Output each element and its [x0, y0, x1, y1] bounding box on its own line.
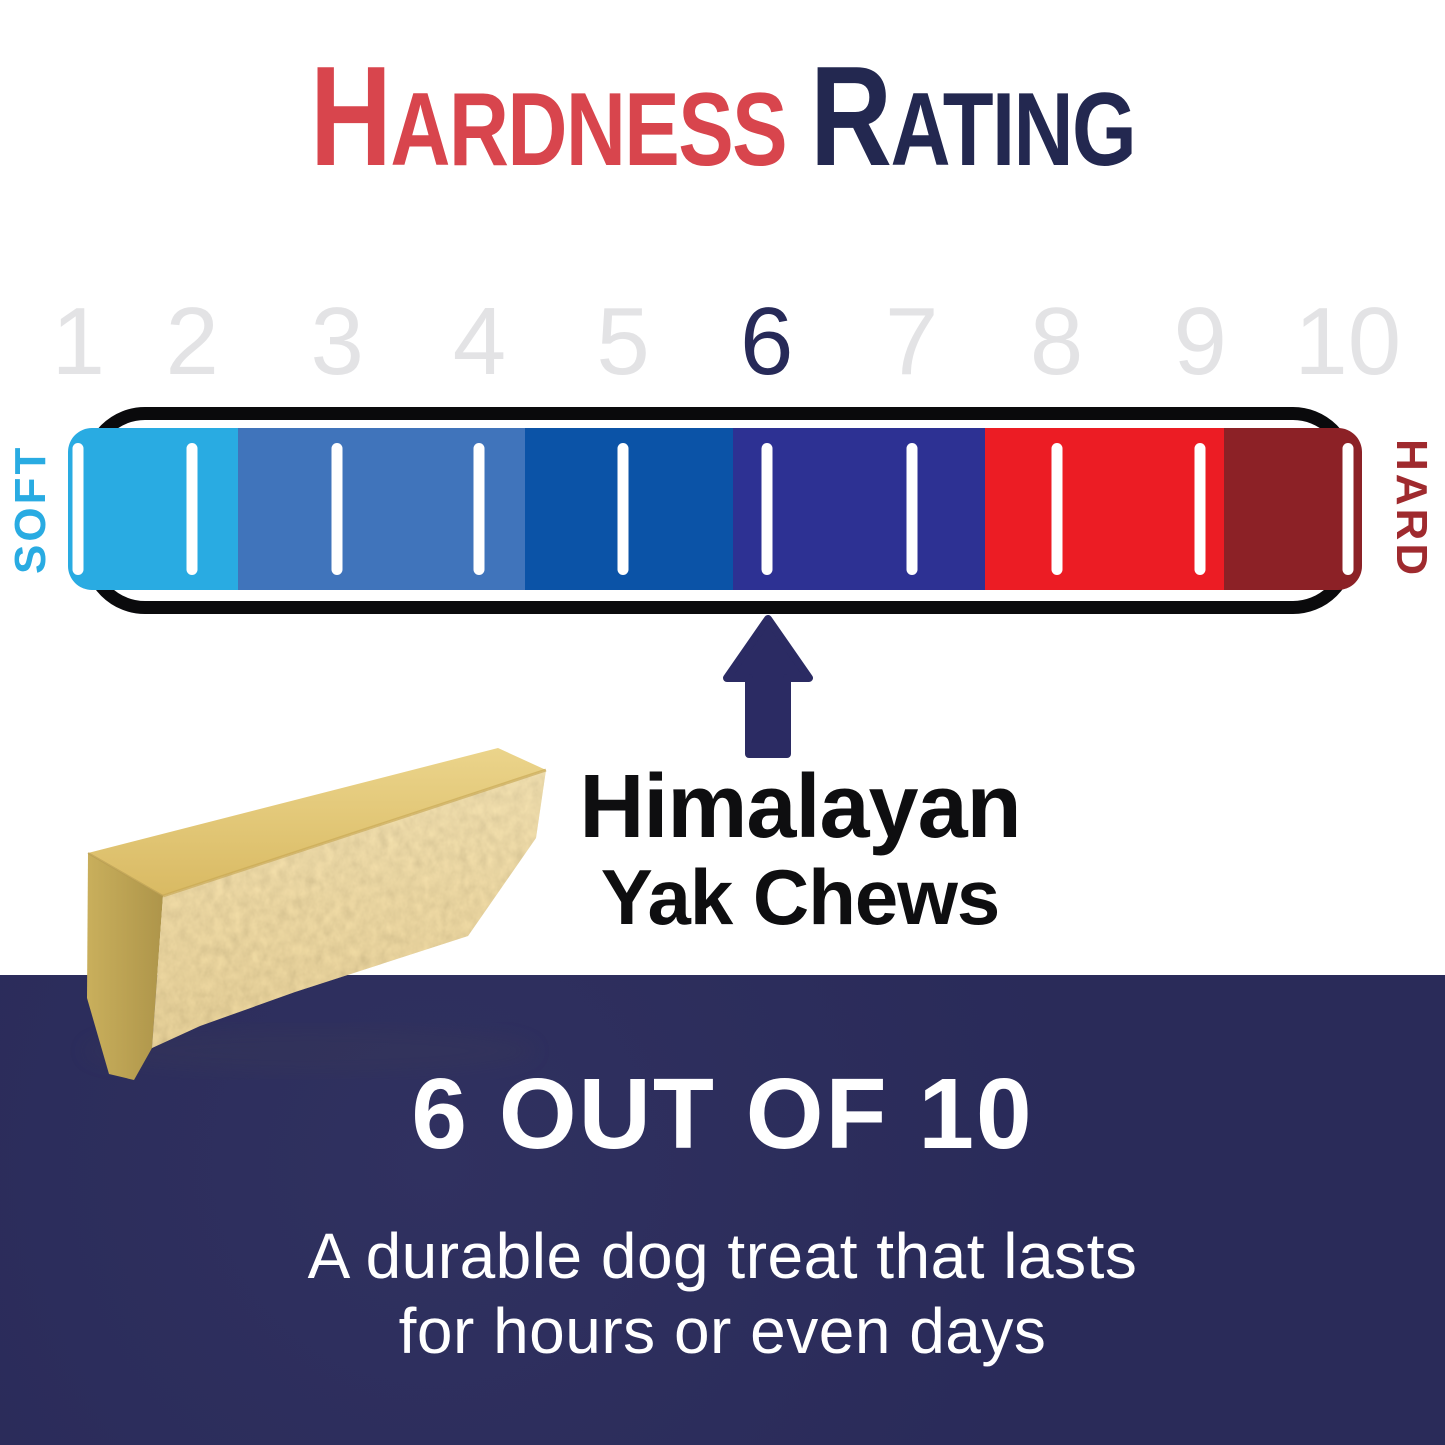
scale-number-9: 9: [1173, 288, 1227, 395]
tick-mark-2: [186, 443, 198, 575]
rating-description: A durable dog treat that lasts for hours…: [0, 1219, 1445, 1369]
yak-chew-image: [85, 748, 547, 1080]
scale-number-2: 2: [165, 288, 219, 395]
tick-mark-6: [761, 443, 773, 575]
arrow-up-icon: [723, 615, 813, 758]
title-word-hardness: HARDNESS: [309, 37, 788, 196]
product-name-line2: Yak Chews: [600, 853, 1001, 941]
scale-segment-hard: [985, 428, 1224, 590]
scale-number-7: 7: [884, 288, 939, 395]
tick-mark-5: [617, 443, 629, 575]
scale-number-1: 1: [51, 288, 106, 395]
tick-mark-3: [331, 443, 343, 575]
tick-mark-10: [1342, 443, 1354, 575]
scale-number-10: 10: [1294, 288, 1402, 395]
scale-number-3: 3: [310, 288, 364, 395]
scale-bar-ticks: [68, 428, 1362, 590]
scale-number-5: 5: [596, 288, 650, 395]
rating-description-line1: A durable dog treat that lasts: [307, 1220, 1138, 1292]
soft-label: SOFT: [6, 444, 55, 574]
tick-mark-9: [1194, 443, 1206, 575]
scale-segment-hardest: [1223, 428, 1362, 590]
scale-segment-medium-hard: [733, 428, 986, 590]
product-name-line1: Himalayan: [579, 757, 1021, 857]
scale-segment-softest: [68, 428, 238, 590]
page-title: HARDNESS RATING: [145, 52, 1301, 195]
product-name: Himalayan Yak Chews: [420, 760, 1180, 938]
scale-number-8: 8: [1029, 288, 1084, 395]
hard-label: HARD: [1387, 439, 1436, 579]
tick-mark-7: [906, 443, 918, 575]
tick-mark-8: [1051, 443, 1063, 575]
tick-mark-4: [473, 443, 485, 575]
scale-numbers-row: 1 2 3 4 5 6 7 8 9 10: [52, 288, 1402, 396]
rating-score: 6 OUT OF 10: [411, 1058, 1034, 1170]
scale-segment-medium: [524, 428, 734, 590]
scale-number-6: 6: [740, 288, 794, 395]
tick-mark-1: [72, 443, 84, 575]
rating-description-line2: for hours or even days: [398, 1295, 1047, 1367]
scale-number-4: 4: [452, 288, 507, 395]
bottom-panel: 6 OUT OF 10 A durable dog treat that las…: [0, 975, 1445, 1445]
title-word-rating: RATING: [809, 37, 1137, 196]
